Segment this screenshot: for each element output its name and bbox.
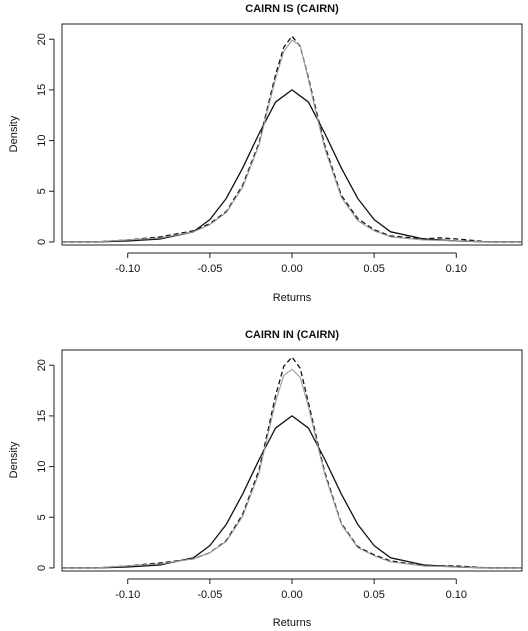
y-axis-label: Density	[8, 115, 20, 152]
y-tick-label: 0	[36, 239, 48, 245]
x-tick-label: -0.05	[197, 263, 222, 275]
chart-panel-bottom: CAIRN IN (CAIRN) 0 5 10 15 20 -0.10 -0.05 0.00…	[8, 329, 523, 629]
empirical-density-line	[62, 35, 522, 243]
y-axis: 0 5 10 15 20	[36, 359, 55, 571]
x-tick-label: 0.00	[281, 589, 302, 601]
y-tick-label: 0	[36, 565, 48, 571]
x-tick-label: -0.10	[115, 263, 140, 275]
y-tick-label: 10	[36, 460, 48, 472]
normal-density-line	[62, 89, 522, 243]
y-tick-label: 5	[36, 188, 48, 194]
y-tick-label: 20	[36, 33, 48, 45]
series-group	[62, 356, 522, 569]
x-tick-label: 0.10	[446, 263, 467, 275]
x-tick-label: -0.05	[197, 589, 222, 601]
x-tick-label: 0.10	[446, 589, 467, 601]
x-axis: -0.10 -0.05 0.00 0.05 0.10	[115, 252, 467, 275]
y-tick-label: 10	[36, 134, 48, 146]
chart-title: CAIRN IN (CAIRN)	[245, 329, 339, 341]
x-tick-label: 0.05	[363, 589, 384, 601]
plot-frame	[61, 23, 523, 246]
plot-frame	[61, 349, 523, 572]
x-axis-label: Returns	[273, 617, 312, 629]
y-tick-label: 20	[36, 359, 48, 371]
series-group	[62, 35, 522, 243]
fitted-density-line	[62, 39, 522, 243]
y-tick-label: 5	[36, 514, 48, 520]
y-tick-label: 15	[36, 84, 48, 96]
y-axis: 0 5 10 15 20	[36, 33, 55, 245]
chart-panel-top: CAIRN IS (CAIRN) 0 5 10 15 20 -0.10 -0.05 0.00…	[8, 3, 523, 304]
y-tick-label: 15	[36, 410, 48, 422]
normal-density-line	[62, 415, 522, 569]
chart-title: CAIRN IS (CAIRN)	[245, 3, 339, 15]
y-axis-label: Density	[8, 441, 20, 478]
x-axis-label: Returns	[273, 292, 312, 304]
empirical-density-line	[62, 356, 522, 569]
fitted-density-line	[62, 368, 522, 569]
x-tick-label: 0.00	[281, 263, 302, 275]
x-tick-label: -0.10	[115, 589, 140, 601]
x-tick-label: 0.05	[363, 263, 384, 275]
x-axis: -0.10 -0.05 0.00 0.05 0.10	[115, 578, 467, 601]
